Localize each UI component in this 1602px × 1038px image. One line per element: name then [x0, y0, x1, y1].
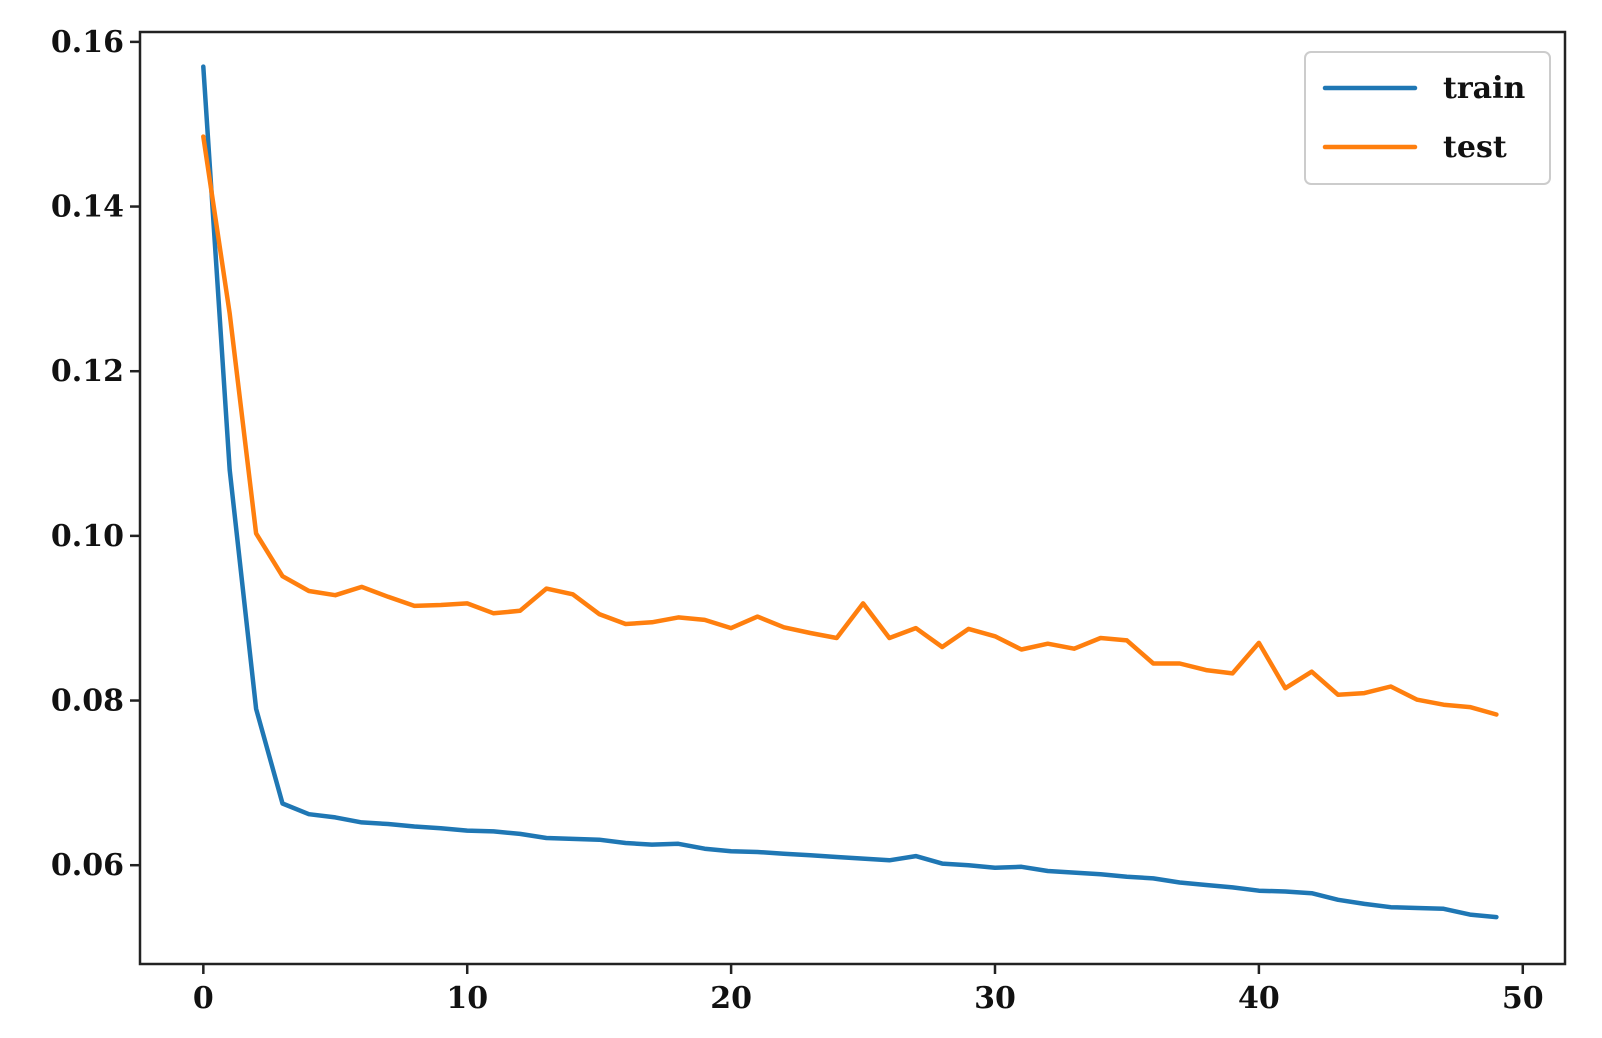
series-layer	[201, 64, 1499, 920]
plot-area	[140, 32, 1565, 964]
x-tick-label: 30	[974, 981, 1016, 1016]
y-tick-label: 0.12	[51, 354, 124, 389]
axes-frame	[138, 30, 1567, 966]
x-tick-label: 20	[710, 981, 752, 1016]
y-tick-label: 0.08	[51, 684, 124, 719]
legend: train test	[1304, 51, 1551, 185]
y-tick-label: 0.06	[51, 848, 124, 883]
x-tick-label: 50	[1502, 981, 1544, 1016]
y-tick-label: 0.16	[51, 25, 124, 60]
x-tick-label: 0	[193, 981, 214, 1016]
y-tick-label: 0.14	[51, 190, 124, 225]
series-line-train	[201, 64, 1499, 920]
series-line-test	[201, 134, 1499, 717]
y-tick-label: 0.10	[51, 519, 124, 554]
legend-label-test: test	[1443, 130, 1507, 165]
legend-label-train: train	[1443, 71, 1525, 106]
x-tick-label: 10	[446, 981, 488, 1016]
legend-box	[1304, 51, 1551, 185]
x-tick-label: 40	[1238, 981, 1280, 1016]
x-axis-ticks: 0 10 20 30 40 50	[193, 964, 1544, 1016]
y-axis-ticks: 0.06 0.08 0.10 0.12 0.14 0.16	[51, 25, 140, 883]
